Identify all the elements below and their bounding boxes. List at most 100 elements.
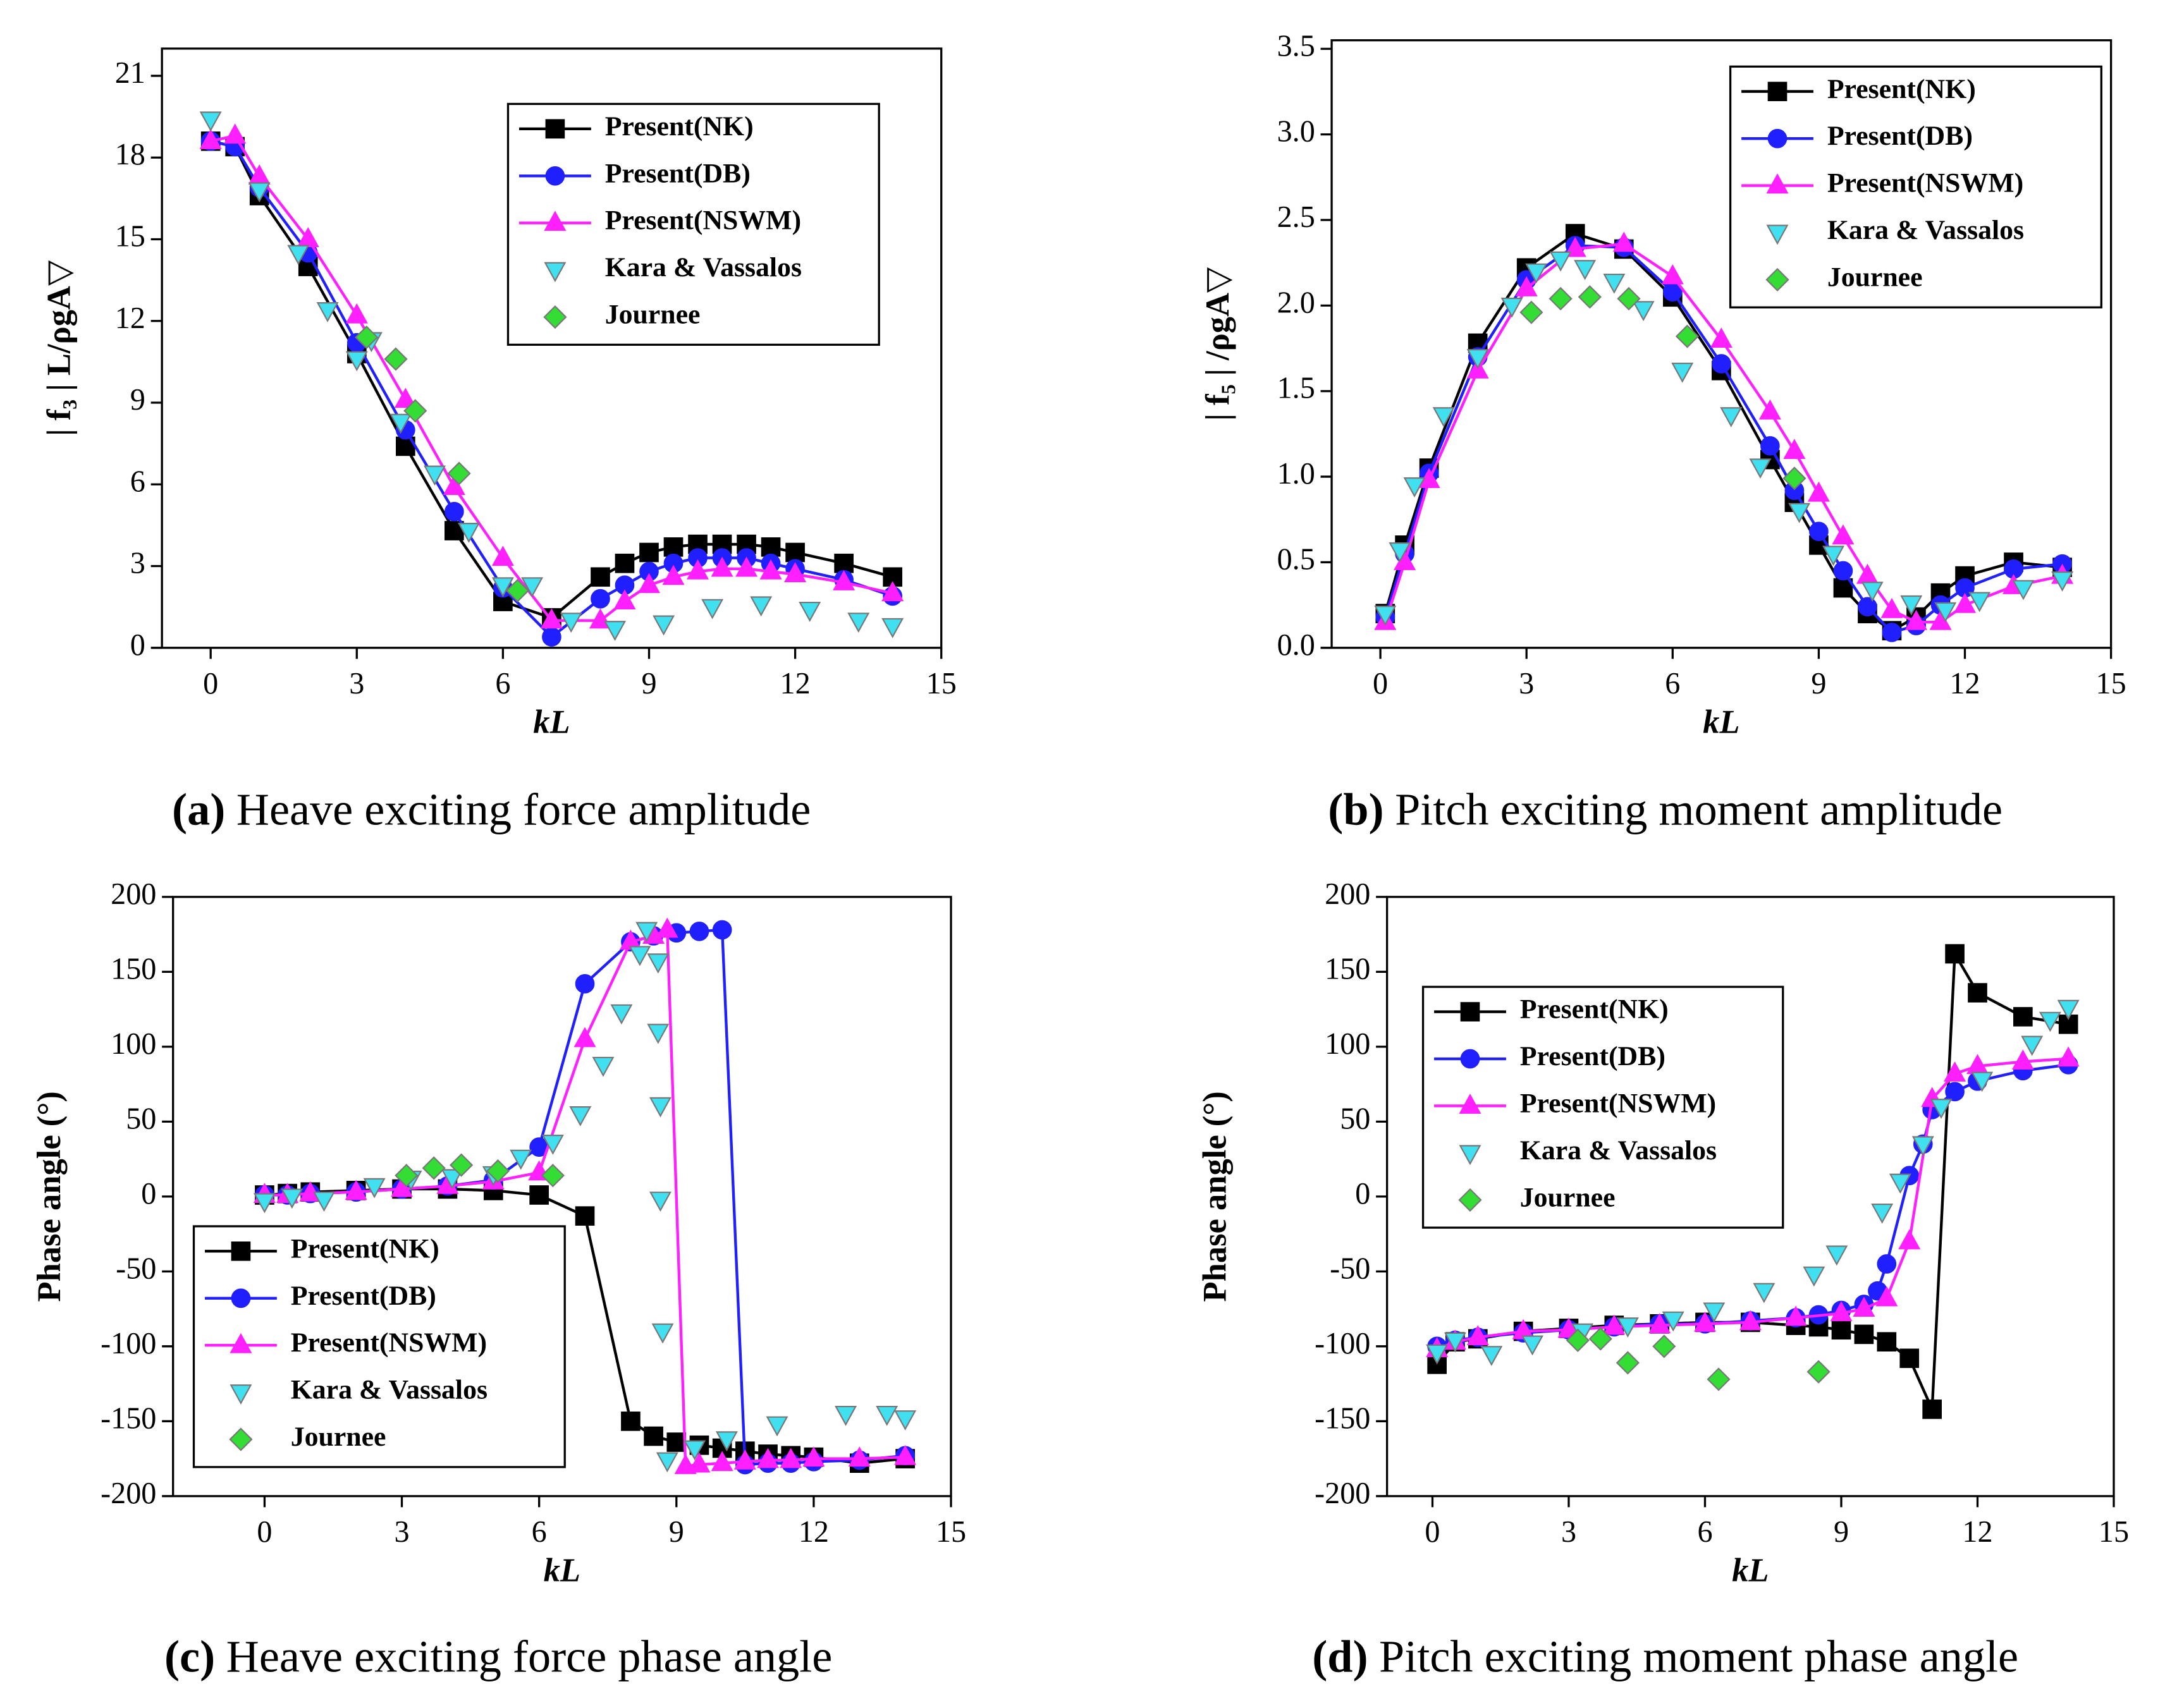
- marker: [248, 182, 271, 203]
- panel: 0 3 6 9 12 15 0 3 6 9 12 15 18 21 kL | f₃ | L/ρgA▽ Prese…: [41, 47, 957, 834]
- marker: [424, 465, 446, 486]
- marker: [1432, 407, 1455, 427]
- panel: 0 3 6 9 12 15 -200 -150 -100 -50 0 50 100 150 200 kL Pha…: [31, 877, 966, 1681]
- marker: [1880, 597, 1903, 618]
- legend-label: Kara & Vassalos: [605, 252, 802, 283]
- marker: [1525, 263, 1548, 284]
- marker: [521, 577, 544, 598]
- legend-marker: [1766, 173, 1789, 194]
- marker: [1875, 1286, 1898, 1307]
- marker: [345, 351, 368, 372]
- y-tick-label: 0.5: [1277, 542, 1315, 576]
- y-tick-label: -200: [1315, 1477, 1370, 1510]
- marker: [1466, 1325, 1489, 1346]
- marker: [1822, 546, 1845, 566]
- marker: [733, 1449, 756, 1470]
- marker: [1806, 1360, 1831, 1384]
- marker: [445, 502, 464, 522]
- marker: [689, 922, 709, 941]
- legend-label: Present(NSWM): [291, 1327, 487, 1358]
- y-axis-label: Phase angle (°): [1197, 1091, 1234, 1302]
- legend-marker: [545, 119, 565, 139]
- marker: [785, 542, 805, 563]
- y-tick-label: 50: [1340, 1102, 1370, 1135]
- y-axis-label: | f₅ | /ρgA▽: [1199, 267, 1236, 421]
- marker: [847, 613, 870, 633]
- marker: [613, 589, 636, 610]
- marker: [2011, 1049, 2034, 1070]
- marker: [1968, 592, 1991, 613]
- marker: [2057, 1046, 2080, 1067]
- marker: [1671, 362, 1694, 383]
- marker: [1707, 1367, 1731, 1391]
- legend-marker: [1460, 1002, 1480, 1022]
- marker: [757, 1448, 780, 1468]
- marker: [391, 1176, 414, 1197]
- legend-marker: [1459, 1094, 1481, 1114]
- x-tick-label: 3: [394, 1515, 409, 1549]
- marker: [1968, 983, 1987, 1003]
- legend-label: Present(NK): [1827, 74, 1976, 104]
- marker: [1612, 231, 1635, 252]
- y-tick-label: 3.5: [1277, 29, 1315, 63]
- marker: [1809, 522, 1829, 542]
- marker: [834, 553, 854, 573]
- y-tick-label: -150: [1315, 1401, 1370, 1435]
- marker: [443, 475, 465, 496]
- marker: [1712, 354, 1731, 374]
- marker: [542, 627, 561, 647]
- caption-text: Pitch exciting moment amplitude: [1395, 784, 2002, 834]
- x-tick-label: 0: [1425, 1515, 1440, 1549]
- y-tick-label: -150: [101, 1401, 156, 1435]
- marker: [759, 559, 782, 580]
- y-tick-label: 2.0: [1277, 286, 1315, 319]
- marker: [2057, 999, 2080, 1020]
- marker: [735, 556, 758, 577]
- y-tick-label: 50: [126, 1102, 156, 1135]
- marker: [505, 578, 530, 602]
- legend-marker: [545, 166, 565, 186]
- marker: [1900, 595, 1923, 616]
- marker: [1632, 301, 1655, 322]
- y-tick-label: 150: [1325, 952, 1370, 985]
- marker: [1877, 1332, 1897, 1352]
- x-axis-label: kL: [1732, 1552, 1769, 1589]
- y-tick-label: -200: [101, 1477, 156, 1510]
- legend-marker: [1765, 267, 1789, 292]
- legend-label: Present(NSWM): [1827, 168, 2023, 198]
- x-tick-label: 15: [2099, 1515, 2129, 1549]
- marker: [881, 618, 904, 638]
- marker: [591, 589, 610, 609]
- marker: [449, 1153, 474, 1177]
- marker: [199, 129, 222, 149]
- marker: [711, 1451, 733, 1472]
- marker: [575, 1206, 595, 1226]
- marker: [1389, 542, 1411, 563]
- marker: [848, 1446, 871, 1467]
- legend-marker: [544, 210, 567, 231]
- x-tick-label: 3: [349, 667, 364, 700]
- y-tick-label: 200: [111, 877, 156, 911]
- marker: [316, 302, 339, 322]
- marker: [1783, 439, 1806, 459]
- marker: [592, 1056, 615, 1077]
- marker: [394, 387, 417, 408]
- marker: [784, 562, 807, 582]
- marker: [1739, 1310, 1762, 1331]
- legend-marker: [1766, 224, 1789, 245]
- marker: [1861, 582, 1884, 602]
- y-tick-label: 18: [115, 138, 145, 171]
- caption-label: (c): [164, 1631, 215, 1681]
- marker: [1944, 1061, 1966, 1082]
- marker: [441, 1169, 463, 1190]
- marker: [1971, 1071, 1994, 1092]
- marker: [894, 1444, 917, 1465]
- marker: [1899, 1348, 1920, 1369]
- marker: [1616, 1351, 1640, 1375]
- marker: [621, 1411, 641, 1431]
- caption: (b) Pitch exciting moment amplitude: [1328, 784, 2002, 834]
- marker: [1578, 285, 1602, 309]
- x-axis-label: kL: [1703, 704, 1739, 740]
- x-tick-label: 6: [495, 667, 510, 700]
